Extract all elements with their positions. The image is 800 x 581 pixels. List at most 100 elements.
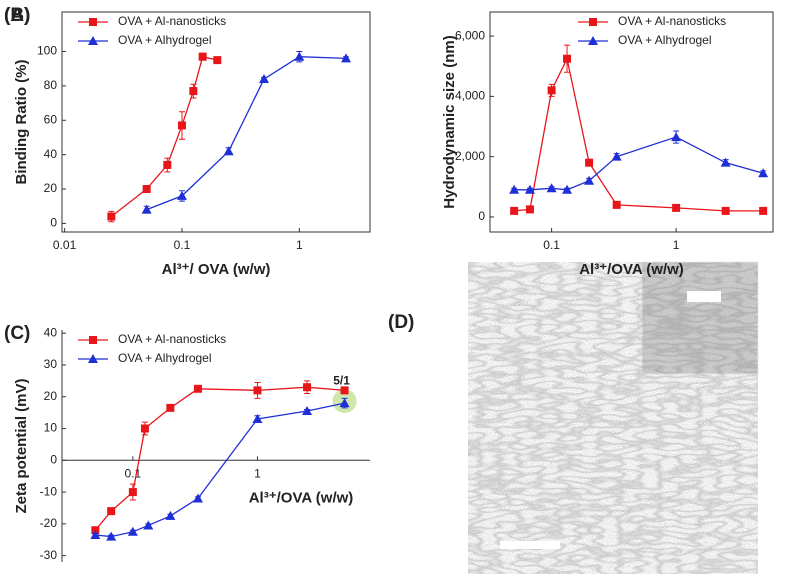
marker [193,384,202,393]
marker [142,185,151,194]
x-tick-label: 0.1 [125,466,142,480]
marker [562,184,573,194]
marker [303,383,312,392]
panel-label: (A) [4,5,30,26]
x-tick-label: 0.01 [53,238,77,252]
marker [127,526,138,536]
y-tick-label: 0 [50,216,57,230]
marker [340,386,349,395]
y-tick-label: 2,000 [455,149,485,163]
marker [163,160,172,169]
x-tick-label: 0.1 [543,238,560,252]
marker [176,190,187,200]
y-tick-label: 30 [44,357,58,371]
y-tick-label: 20 [44,389,58,403]
series-line [146,56,347,211]
panel-label: (C) [4,323,30,344]
series-line [110,55,218,218]
marker [611,151,622,161]
marker [198,52,207,61]
marker [140,424,149,433]
scale-bar [500,541,560,549]
marker [302,406,313,416]
legend-label: OVA + Al-nanosticks [118,332,226,346]
x-tick-label: 1 [254,466,261,480]
plot-frame [61,11,371,233]
y-tick-label: 0 [478,209,485,223]
marker [128,488,137,497]
panel-label: (B) [4,5,30,26]
marker [177,121,186,130]
marker [141,204,152,214]
marker [547,86,556,95]
marker [510,206,519,215]
chart: 0 20 40 60 80 100 0.01 0.1 1 Al³⁺/ OVA (w/w) Bindi… [4,5,371,278]
y-tick-label: 4,000 [455,89,485,103]
marker [671,132,682,142]
marker [252,413,263,423]
marker [672,203,681,212]
marker [88,36,98,45]
marker [88,354,98,363]
y-tick-label: -30 [40,548,58,562]
marker [509,184,520,194]
y-tick-label: -10 [40,484,58,498]
x-tick-label: 0.1 [174,238,191,252]
marker [720,157,731,167]
nanosticks [468,262,758,574]
y-tick-label: 0 [50,452,57,466]
y-tick-label: -20 [40,516,58,530]
marker [546,183,557,193]
legend-label: OVA + Al-nanosticks [618,14,726,28]
marker [339,398,350,408]
marker [721,206,730,215]
x-tick-label: 1 [673,238,680,252]
marker [107,212,116,221]
marker [585,158,594,167]
x-tick-label: 1 [296,238,303,252]
y-tick-label: 80 [44,78,58,92]
marker [563,54,572,63]
x-axis-label: Al³⁺/OVA (w/w) [249,489,354,506]
y-tick-label: 40 [44,147,58,161]
legend-label: OVA + Alhydrogel [118,351,212,365]
y-tick-label: 20 [44,181,58,195]
y-tick-label: 10 [44,421,58,435]
y-tick-label: 100 [37,44,57,58]
marker [89,336,97,344]
y-tick-label: 6,000 [455,28,485,42]
inset-scale-bar [687,291,721,302]
marker [253,386,262,395]
marker [294,51,305,61]
inset [641,261,759,375]
marker [525,205,534,214]
plot-frame [489,11,774,233]
y-tick-label: 60 [44,112,58,126]
marker [192,493,203,503]
marker [223,146,234,156]
legend-label: OVA + Alhydrogel [618,33,712,47]
marker [588,36,598,45]
marker [90,529,101,539]
marker [143,520,154,530]
chart: -30 -20 -10 0 10 20 30 40 0.1 1 Al³⁺/OVA (w/w) Zeta… [4,323,370,562]
y-tick-label: 40 [44,325,58,339]
marker [166,403,175,412]
marker [107,507,116,516]
marker [259,74,270,84]
marker [106,531,117,541]
marker [584,175,595,185]
marker [758,168,769,178]
marker [341,53,352,63]
panel-label: (D) [388,312,414,333]
marker [612,200,621,209]
marker [759,206,768,215]
marker [165,510,176,520]
y-axis-label: Hydrodynamic size (nm) [441,35,458,208]
tem-image [468,261,759,574]
marker [189,87,198,96]
legend-label: OVA + Al-nanosticks [118,14,226,28]
chart: 0 2,000 4,000 6,000 0.1 1 Al³⁺/OVA (w/w) Hydrod… [4,5,774,278]
